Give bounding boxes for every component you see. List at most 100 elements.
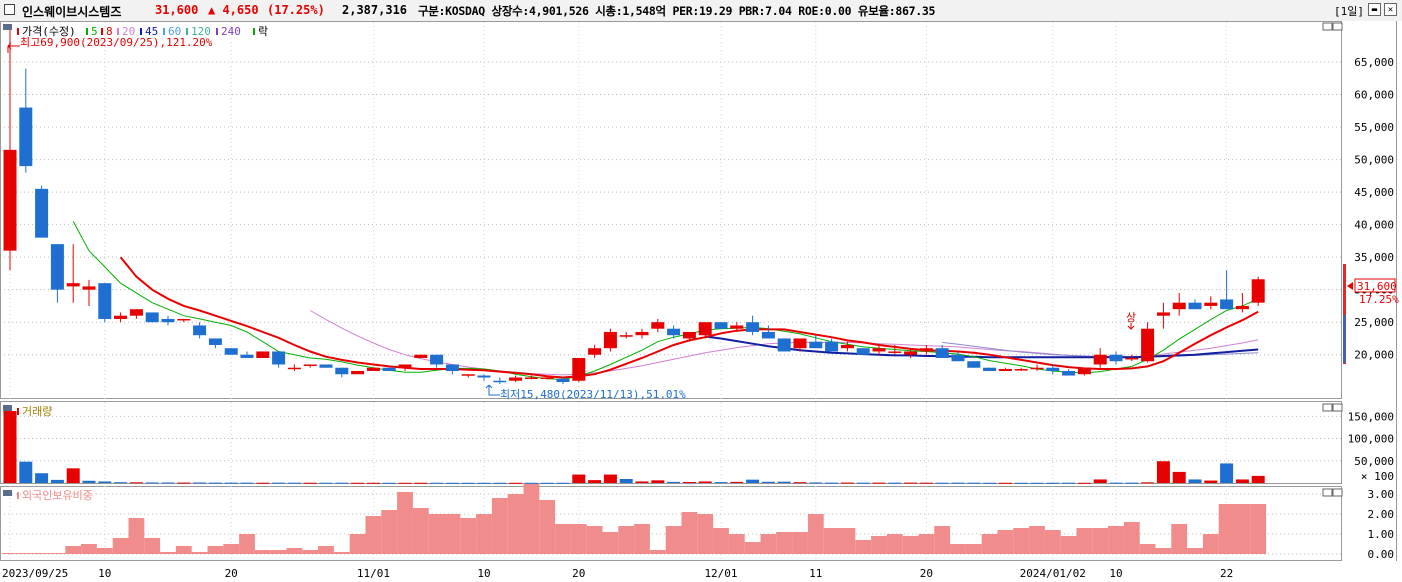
candlesticks <box>3 30 1265 385</box>
volume-bar <box>240 482 254 484</box>
volume-bar <box>904 482 918 484</box>
x-tick-label: 20 <box>572 567 585 580</box>
volume-bar <box>414 482 428 484</box>
volume-bar <box>50 479 64 483</box>
candle-body <box>998 369 1012 371</box>
candle-body <box>714 322 728 329</box>
volume-bar <box>3 411 17 483</box>
candle-body <box>224 348 238 355</box>
candle-body <box>651 322 665 329</box>
candle-body <box>382 367 396 371</box>
volume-bar <box>1062 482 1076 484</box>
price-tick-label: 60,000 <box>1354 89 1394 102</box>
x-tick-label: 10 <box>477 567 490 580</box>
foreign-bar <box>302 550 319 554</box>
foreign-pane-controls[interactable] <box>1322 488 1343 497</box>
foreign-pane[interactable] <box>0 486 1342 561</box>
candle-body <box>777 338 791 352</box>
foreign-bar <box>1218 504 1235 554</box>
foreign-bar <box>65 546 82 554</box>
foreign-bar <box>744 542 761 554</box>
price-change-pct: (17.25%) <box>267 3 325 17</box>
foreign-bar <box>602 532 619 554</box>
volume-bar <box>1235 479 1249 483</box>
period-selector[interactable]: [1일] <box>1334 5 1364 18</box>
candle-body <box>287 367 301 370</box>
candle-body <box>730 325 744 329</box>
volume-tick-label: 150,000 <box>1348 410 1394 423</box>
volume-pane[interactable] <box>0 401 1342 484</box>
foreign-tick-label: 1.00 <box>1368 528 1395 541</box>
volume-bar <box>398 482 412 484</box>
volume-bar <box>114 482 128 484</box>
foreign-bar <box>886 534 903 554</box>
foreign-bar <box>839 528 856 554</box>
price-pane-icon[interactable] <box>3 24 12 30</box>
foreign-bar <box>586 526 603 554</box>
price-pane[interactable] <box>0 21 1342 399</box>
volume-legend: 거래량 <box>17 405 52 418</box>
volume-bar <box>224 482 238 484</box>
volume-pane-controls[interactable] <box>1322 403 1343 412</box>
candle-body <box>193 325 207 336</box>
foreign-bar <box>1092 528 1109 554</box>
foreign-bar <box>1202 534 1219 554</box>
candle-body <box>1046 367 1060 371</box>
legend-ma20: 20 <box>122 25 135 38</box>
volume-bar <box>477 482 491 484</box>
candle-body <box>129 309 143 316</box>
foreign-bar <box>17 553 34 554</box>
foreign-bar <box>460 518 477 554</box>
foreign-bar <box>807 514 824 554</box>
candle-body <box>856 348 870 355</box>
ma45-line <box>705 335 1259 359</box>
volume-bar <box>951 482 965 484</box>
volume-bar <box>1220 463 1234 483</box>
foreign-bar <box>555 524 571 554</box>
foreign-bar <box>1060 536 1077 554</box>
stock-name[interactable]: 인스웨이브시스템즈 <box>22 5 122 19</box>
volume-bars <box>3 411 1265 484</box>
volume-bar <box>351 482 365 484</box>
x-tick-label: 2023/09/25 <box>2 567 68 580</box>
candle-body <box>1141 328 1155 362</box>
minimize-button[interactable]: ▬ <box>1368 3 1381 16</box>
volume-bar <box>145 482 159 484</box>
volume-bar <box>256 482 270 484</box>
foreign-bar <box>902 536 919 554</box>
volume-bar <box>445 482 459 484</box>
stock-chart[interactable]: 20,00025,00030,00035,00040,00045,00050,0… <box>0 21 1402 582</box>
candle-body <box>319 364 333 368</box>
foreign-bar <box>997 530 1014 554</box>
volume-pane-icon[interactable] <box>3 405 12 411</box>
volume-bar <box>682 482 696 484</box>
foreign-pane-icon[interactable] <box>3 490 12 496</box>
candle-body <box>1093 354 1107 365</box>
volume-bar <box>1014 482 1028 484</box>
volume-bar <box>1093 479 1107 483</box>
volume-bar <box>1125 482 1139 484</box>
legend-price-label: 가격(수정) <box>22 25 76 38</box>
candle-body <box>1030 367 1044 370</box>
foreign-bar <box>855 540 872 554</box>
close-button[interactable]: ✕ <box>1384 3 1397 16</box>
foreign-bar <box>634 524 650 554</box>
volume-bar <box>698 481 712 483</box>
window-icon[interactable] <box>4 4 15 15</box>
foreign-bar <box>286 548 303 554</box>
stock-meta-info: 구분:KOSDAQ 상장수:4,901,526 시총:1,548억 PER:19… <box>418 4 936 18</box>
foreign-bar <box>96 548 113 554</box>
foreign-bar <box>1108 526 1124 554</box>
volume-bar <box>1109 482 1123 484</box>
foreign-bar <box>381 510 398 554</box>
price-pane-controls[interactable] <box>1322 22 1343 31</box>
volume-bar <box>272 482 286 484</box>
foreign-bar <box>223 544 240 554</box>
price-tick-label: 50,000 <box>1354 154 1394 167</box>
ma5-line <box>72 221 1259 380</box>
foreign-bar <box>981 534 998 554</box>
candle-body <box>366 367 380 371</box>
foreign-bar <box>649 550 666 554</box>
current-pct-label: 17.25% <box>1359 293 1399 306</box>
volume-bar <box>193 482 207 484</box>
